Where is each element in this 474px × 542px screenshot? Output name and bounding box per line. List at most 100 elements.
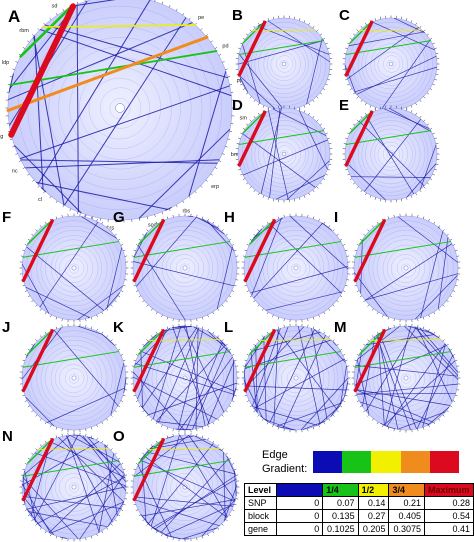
texture-ring: [254, 125, 314, 185]
edge-green: [22, 460, 120, 477]
node-tick: [200, 185, 203, 188]
node-tick: [214, 47, 218, 49]
edge-red: [132, 219, 165, 283]
node-tick: [90, 316, 93, 320]
node-tick: [336, 300, 339, 303]
texture-ring: [137, 330, 233, 426]
node-tick: [387, 326, 390, 330]
node-tick: [249, 119, 252, 122]
node-tick: [432, 42, 435, 45]
node-tick: [27, 405, 31, 408]
row-level: block: [244, 509, 277, 523]
node-tick: [246, 290, 250, 292]
edge-blue: [251, 217, 282, 296]
node-tick: [312, 326, 315, 330]
texture-ring: [270, 51, 297, 78]
edge-green: [238, 40, 325, 55]
node-tick: [257, 22, 260, 26]
node-tick: [277, 426, 280, 430]
node-tick: [205, 179, 208, 182]
edge-blue: [340, 365, 347, 405]
node-tick: [303, 195, 306, 198]
texture-ring: [175, 368, 196, 388]
node-tick: [376, 221, 379, 225]
texture-ring: [279, 60, 289, 69]
node-tick: [146, 448, 149, 451]
node-tick: [415, 102, 418, 106]
edge-blue: [406, 163, 437, 198]
edge-gradient-title: Edge Gradient:: [262, 448, 307, 476]
edge-blue: [290, 216, 349, 270]
edge-red: [237, 110, 267, 167]
edge-red: [243, 219, 276, 283]
node-tick: [327, 137, 330, 140]
edge-blue: [264, 418, 294, 431]
node-tick: [303, 20, 306, 23]
network-panel-d: D: [232, 97, 333, 203]
node-tick: [308, 22, 311, 26]
node-tick: [227, 76, 231, 78]
node-tick: [44, 421, 47, 425]
node-tick: [240, 42, 243, 45]
edge-blue: [365, 115, 415, 195]
node-tick: [207, 533, 209, 537]
node-tick: [106, 335, 109, 338]
texture-ring: [276, 55, 294, 73]
node-tick: [39, 225, 42, 228]
node-tick: [371, 225, 374, 228]
edge-blue: [356, 55, 437, 95]
node-tick: [345, 168, 348, 171]
edge-blue: [185, 341, 223, 431]
node-tick: [96, 533, 98, 537]
edge-blue: [36, 181, 168, 210]
edge-blue: [177, 329, 204, 430]
node-tick: [343, 142, 347, 145]
edge-blue: [74, 0, 116, 7]
edges: [21, 325, 127, 427]
node-tick: [117, 457, 121, 460]
node-tick: [225, 233, 228, 236]
cell-value: 0.1025: [322, 522, 359, 536]
node-tick: [374, 108, 377, 111]
texture-ring: [26, 220, 122, 316]
node-tick: [242, 178, 246, 181]
edge-gradient-bar: [313, 451, 460, 473]
edge-blue: [354, 66, 437, 93]
node-tick: [201, 535, 204, 539]
texture-ring: [69, 482, 79, 493]
node-tick: [228, 238, 232, 241]
cell-value: 0.54: [424, 509, 474, 523]
node-tick: [90, 426, 93, 430]
edge-blue: [208, 331, 232, 354]
edge-blue: [376, 335, 411, 430]
node-tick: [221, 414, 224, 417]
node-tick: [298, 197, 301, 200]
edge-green: [133, 460, 231, 477]
node-tick: [124, 474, 128, 476]
node-tick: [328, 225, 331, 228]
node-tick: [214, 167, 218, 169]
edge-blue: [250, 351, 257, 413]
node-tick: [61, 324, 63, 328]
node-tick: [426, 123, 430, 126]
node-tick: [150, 418, 153, 421]
node-tick: [218, 54, 222, 56]
node-tick: [429, 178, 433, 181]
node-tick: [446, 300, 449, 303]
node-tick: [339, 295, 343, 298]
edge-blue: [156, 421, 204, 428]
node-tick: [210, 173, 213, 176]
node-tick: [188, 17, 191, 20]
node-tick: [387, 216, 390, 220]
node-tick: [131, 474, 135, 476]
edge-blue: [416, 355, 454, 429]
node-tick: [423, 119, 426, 122]
node-label: bg: [0, 134, 3, 140]
center-node: [115, 103, 125, 113]
node-tick: [319, 33, 323, 36]
edge-blue: [268, 223, 342, 294]
texture-ring: [170, 364, 199, 393]
node-tick: [376, 331, 379, 335]
node-tick: [161, 211, 164, 215]
node-tick: [382, 314, 384, 318]
